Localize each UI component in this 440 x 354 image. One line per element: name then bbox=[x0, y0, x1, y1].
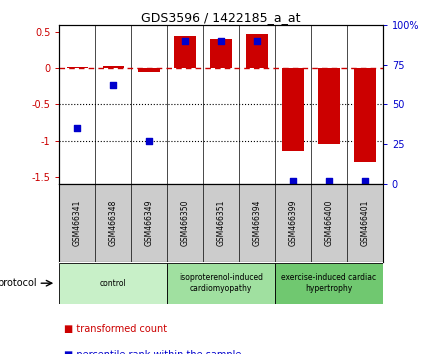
Bar bbox=[139, 68, 160, 72]
Point bbox=[361, 178, 368, 184]
Point bbox=[74, 125, 81, 131]
Bar bbox=[275, 263, 383, 304]
Text: GSM466348: GSM466348 bbox=[109, 200, 118, 246]
Bar bbox=[174, 36, 196, 68]
Text: GSM466401: GSM466401 bbox=[360, 200, 369, 246]
Text: ■ percentile rank within the sample: ■ percentile rank within the sample bbox=[64, 350, 241, 354]
Point bbox=[326, 178, 333, 184]
Point bbox=[218, 38, 225, 44]
Text: isoproterenol-induced
cardiomyopathy: isoproterenol-induced cardiomyopathy bbox=[179, 274, 263, 293]
Text: GSM466400: GSM466400 bbox=[324, 200, 334, 246]
Bar bbox=[246, 34, 268, 68]
Point bbox=[290, 178, 297, 184]
Point bbox=[182, 38, 189, 44]
Bar bbox=[282, 68, 304, 152]
Text: control: control bbox=[100, 279, 127, 288]
Point bbox=[253, 38, 260, 44]
Text: ■ transformed count: ■ transformed count bbox=[64, 324, 167, 334]
Point bbox=[110, 82, 117, 88]
Text: protocol: protocol bbox=[0, 278, 37, 288]
Bar bbox=[210, 39, 232, 68]
Bar bbox=[66, 67, 88, 68]
Text: exercise-induced cardiac
hypertrophy: exercise-induced cardiac hypertrophy bbox=[281, 274, 377, 293]
Title: GDS3596 / 1422185_a_at: GDS3596 / 1422185_a_at bbox=[141, 11, 301, 24]
Point bbox=[146, 138, 153, 144]
Bar bbox=[318, 68, 340, 144]
Text: GSM466349: GSM466349 bbox=[145, 200, 154, 246]
Bar bbox=[167, 263, 275, 304]
Text: GSM466394: GSM466394 bbox=[253, 200, 261, 246]
Bar bbox=[354, 68, 376, 162]
Bar bbox=[103, 66, 124, 68]
Text: GSM466350: GSM466350 bbox=[181, 200, 190, 246]
Text: GSM466341: GSM466341 bbox=[73, 200, 82, 246]
Bar bbox=[59, 263, 167, 304]
Text: GSM466399: GSM466399 bbox=[289, 200, 297, 246]
Text: GSM466351: GSM466351 bbox=[216, 200, 226, 246]
